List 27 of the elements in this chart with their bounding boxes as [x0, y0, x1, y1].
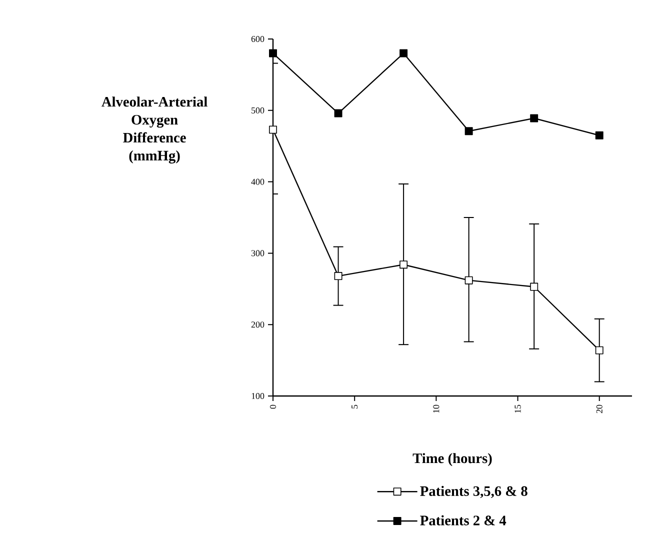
y-axis-title: Alveolar-Arterial Oxygen Difference (mmHg)	[102, 96, 208, 164]
x-tick-label: 0	[270, 404, 276, 409]
point	[400, 49, 408, 58]
x-tick-label: 5	[352, 404, 358, 408]
point	[530, 114, 538, 122]
point	[595, 131, 604, 140]
x-tick-label: 15	[514, 404, 521, 413]
point	[530, 282, 538, 291]
x-tick-label: 20	[596, 404, 602, 414]
x-tick-label: 10	[433, 404, 440, 413]
point	[595, 346, 604, 354]
point	[334, 272, 342, 280]
y-tick-label: 100	[252, 392, 264, 400]
point	[464, 127, 473, 136]
point	[269, 49, 277, 58]
y-tick-label: 600	[251, 36, 264, 42]
y-tick-label: 200	[251, 322, 264, 328]
y-tick-label: 500	[252, 107, 264, 114]
legend-label: Patients 3,5,6 & 8	[420, 486, 528, 498]
point	[334, 109, 342, 118]
legend-label: Patients 2 & 4	[420, 515, 506, 526]
point	[269, 126, 277, 134]
y-tick-label: 400	[251, 178, 264, 185]
y-tick-label: 300	[251, 250, 264, 256]
point	[464, 276, 473, 284]
x-axis-title: Time (hours)	[412, 453, 492, 466]
point	[400, 260, 408, 269]
